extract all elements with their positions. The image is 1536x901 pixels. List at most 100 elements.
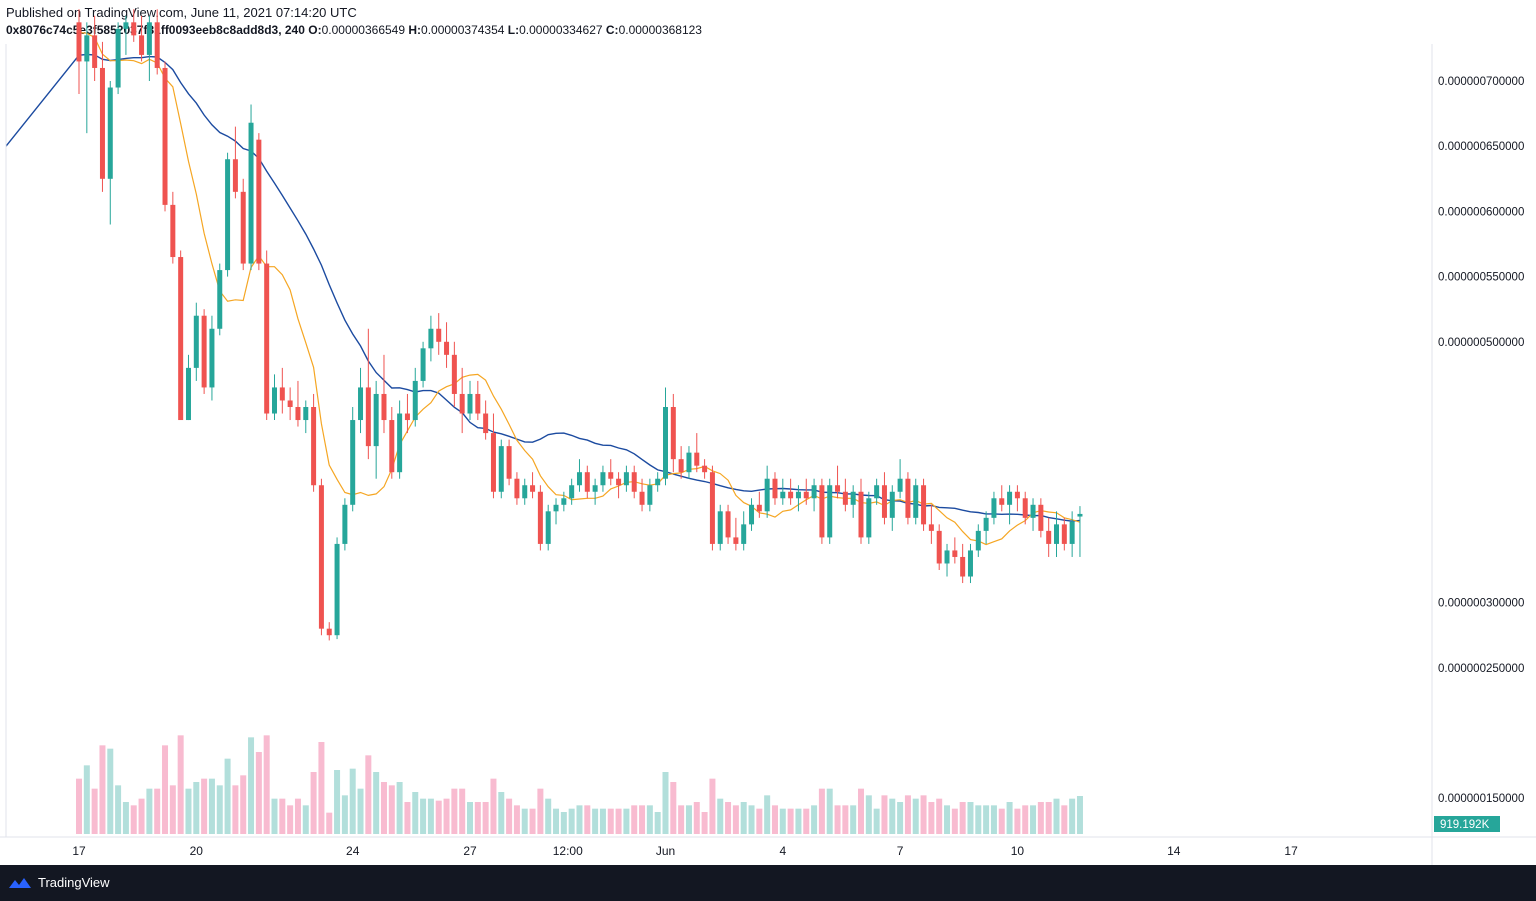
- candle-body: [553, 504, 559, 512]
- volume-bar: [975, 805, 982, 834]
- volume-bar: [404, 802, 411, 834]
- candle-body: [201, 315, 207, 388]
- high-value: 0.00000374354: [421, 23, 505, 37]
- volume-bar: [584, 805, 591, 834]
- candle-body: [178, 257, 184, 421]
- candle-body: [655, 478, 661, 486]
- volume-bar: [498, 792, 505, 834]
- candle-body: [913, 485, 919, 518]
- candle-body: [905, 478, 911, 518]
- candle-body: [678, 459, 684, 473]
- volume-bar: [279, 798, 286, 834]
- candle-body: [866, 498, 872, 538]
- candle-body: [944, 550, 950, 564]
- volume-bar: [709, 778, 716, 834]
- published-line: Published on TradingView.com, June 11, 2…: [6, 5, 357, 20]
- candles-layer: [76, 9, 1083, 641]
- volume-bar: [701, 812, 708, 834]
- candle-body: [1038, 504, 1044, 531]
- candle-body: [1007, 491, 1013, 505]
- candle-body: [506, 446, 512, 479]
- volume-bar: [396, 782, 403, 834]
- volume-bar: [420, 798, 427, 834]
- volume-bar: [435, 800, 442, 834]
- candle-body: [858, 491, 864, 538]
- candle-body: [749, 504, 755, 525]
- candle-body: [397, 413, 403, 473]
- volume-bar: [443, 798, 450, 834]
- volume-bar: [912, 798, 919, 834]
- candle-body: [827, 485, 833, 538]
- volume-bar: [670, 782, 677, 834]
- volume-bar: [662, 772, 669, 834]
- volume-bar: [779, 808, 786, 834]
- volume-bar: [545, 798, 552, 834]
- price-chart[interactable]: 1.618(0.00000677893)1(0.00000522533)0.5(…: [0, 0, 1536, 865]
- volume-bar: [732, 805, 739, 834]
- time-tick-label: 27: [463, 844, 477, 858]
- volume-bar: [302, 805, 309, 834]
- candle-body: [264, 263, 270, 414]
- price-tick-label: 0.000000500000: [1438, 337, 1524, 349]
- candle-body: [991, 498, 997, 518]
- volume-bar: [1006, 802, 1013, 834]
- volume-bar: [380, 782, 387, 834]
- candle-body: [232, 159, 238, 192]
- candle-body: [303, 407, 309, 421]
- candle-body: [444, 341, 450, 355]
- volume-bar: [341, 795, 348, 834]
- volume-bar: [349, 768, 356, 834]
- candle-body: [436, 328, 442, 342]
- volume-bar: [873, 808, 880, 834]
- volume-bar: [138, 798, 145, 834]
- time-axis[interactable]: 17 20 24 27 12:00 Jun 4 7 10 14 17: [0, 44, 1536, 858]
- volume-bar: [623, 808, 630, 834]
- volume-bar: [631, 805, 638, 834]
- candle-body: [420, 348, 426, 381]
- close-key: C:: [605, 23, 619, 37]
- candle-body: [537, 491, 543, 544]
- volume-bar: [842, 805, 849, 834]
- candle-body: [483, 413, 489, 434]
- volume-bar: [193, 782, 200, 834]
- candle-body: [279, 387, 285, 401]
- candle-body: [881, 485, 887, 518]
- price-axis[interactable]: 0.000000700000 0.000000650000 0.0000006000…: [1431, 0, 1530, 865]
- candle-body: [459, 393, 465, 414]
- price-tick-label: 0.000000150000: [1438, 793, 1524, 805]
- volume-bar: [201, 778, 208, 834]
- brand-label: TradingView: [38, 875, 110, 890]
- volume-bar: [115, 785, 122, 834]
- volume-bar: [904, 795, 911, 834]
- candle-body: [663, 407, 668, 479]
- volume-bar: [850, 805, 857, 834]
- volume-bar: [983, 805, 990, 834]
- candle-body: [139, 35, 145, 55]
- candle-body: [365, 387, 371, 447]
- candle-body: [608, 472, 614, 479]
- candle-body: [835, 485, 841, 492]
- candle-body: [788, 491, 794, 499]
- candle-body: [686, 452, 692, 473]
- tradingview-logo[interactable]: TradingView: [8, 875, 110, 890]
- moving-averages-layer: [5, 31, 1081, 546]
- volume-bar: [287, 805, 294, 834]
- time-tick-label: 7: [897, 844, 904, 858]
- volume-bar: [271, 798, 278, 834]
- volume-bar: [889, 798, 896, 834]
- candle-body: [592, 485, 598, 492]
- sma-slow-line: [5, 53, 1081, 522]
- candle-body: [76, 22, 82, 62]
- time-tick-label: 4: [779, 844, 786, 858]
- candle-body: [1014, 491, 1020, 499]
- candle-body: [326, 628, 332, 636]
- volume-bar: [967, 802, 974, 834]
- candle-body: [162, 67, 168, 205]
- candle-body: [1061, 524, 1067, 544]
- candle-body: [1022, 498, 1028, 518]
- time-tick-label: 12:00: [553, 844, 583, 858]
- candle-body: [475, 393, 481, 414]
- candle-body: [467, 393, 473, 414]
- candle-body: [350, 420, 356, 505]
- candle-body: [123, 22, 129, 29]
